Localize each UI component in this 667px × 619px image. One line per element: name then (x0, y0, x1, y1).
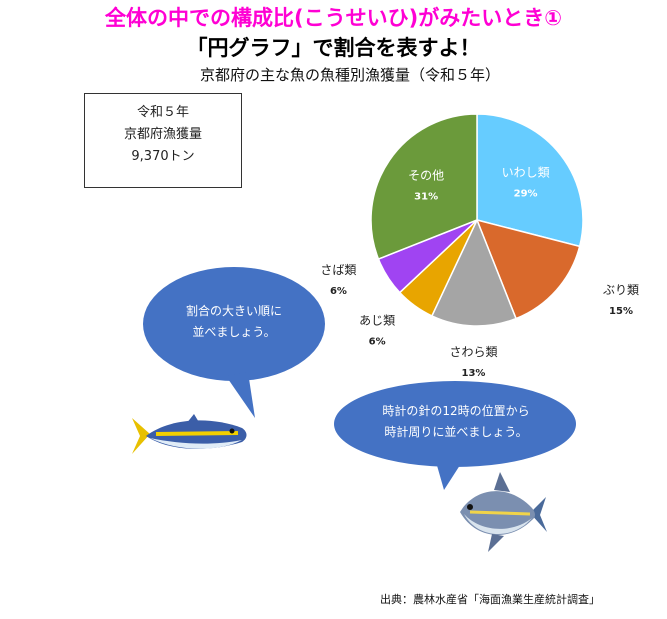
page-subtitle: 「円グラフ」で割合を表すよ！ (186, 36, 481, 60)
bubble-left-text: 割合の大きい順に 並べましょう。 (150, 301, 318, 343)
fish-icon (132, 414, 247, 454)
bubble-right-line2: 時計周りに並べましょう。 (384, 425, 528, 439)
speech-bubble-right (334, 381, 576, 490)
fish-icon (460, 472, 547, 552)
pie-label-4: さば類 (320, 263, 356, 277)
source-note: 出典：農林水産省「海面漁業生産統計調査」 (380, 593, 600, 606)
pie-slice-0 (476, 113, 584, 248)
pie-label-1: ぶり類 (603, 283, 639, 297)
pie-label-0: いわし類 (502, 165, 550, 179)
info-year: 令和５年 (136, 105, 189, 120)
bubble-right-text: 時計の針の12時の位置から 時計周りに並べましょう。 (336, 401, 576, 443)
chart-title: 京都府の主な魚の魚種別漁獲量（令和５年） (199, 66, 500, 84)
pie-slice-2 (430, 218, 517, 327)
pie-value-label-0: 29% (514, 188, 538, 199)
pie-slice-1 (475, 218, 581, 320)
info-label: 京都府漁獲量 (123, 127, 202, 142)
bubble-left-line2: 並べましょう。 (192, 325, 276, 339)
pie-labels: いわし類 29% ぶり類 15% さわら類 13% あじ類 6% さば類 6% その他 31% (320, 165, 639, 379)
bubble-right-line1: 時計の針の12時の位置から (382, 404, 530, 418)
pie-value-label-4: 6% (330, 286, 347, 297)
pie-label-2: さわら類 (449, 345, 497, 359)
pie-label-3: あじ類 (359, 314, 395, 328)
pie-slices (370, 113, 584, 327)
bubble-left-line1: 割合の大きい順に (185, 304, 282, 318)
page-title: 全体の中での構成比(こうせいひ)がみたいとき① (105, 6, 562, 30)
pie-slice-5 (370, 113, 478, 260)
pie-value-label-2: 13% (462, 368, 486, 379)
pie-value-label-3: 6% (369, 337, 386, 348)
pie-label-5: その他 (408, 168, 444, 182)
pie-value-label-5: 31% (414, 191, 438, 202)
speech-bubble-left (143, 267, 325, 418)
info-box: 令和５年 京都府漁獲量 9,370トン (84, 93, 242, 188)
info-total: 9,370トン (131, 149, 195, 164)
pie-value-label-1: 15% (609, 306, 633, 317)
